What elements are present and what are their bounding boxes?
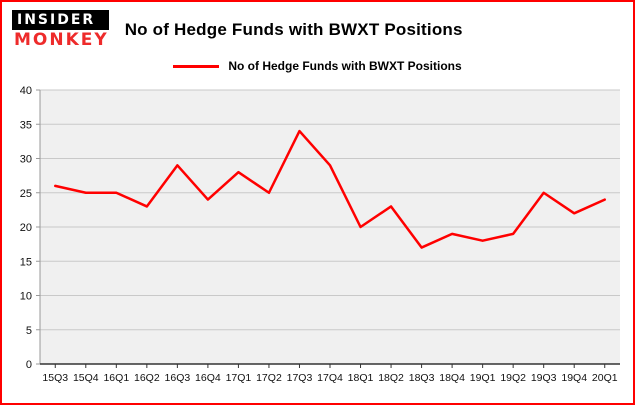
y-tick-label: 40: [20, 85, 32, 97]
x-tick-label: 19Q4: [561, 372, 587, 384]
x-tick-label: 20Q1: [592, 372, 618, 384]
legend-line-swatch: [173, 64, 220, 68]
x-tick-label: 17Q3: [287, 372, 313, 384]
insider-monkey-logo: INSIDER MONKEY: [12, 10, 109, 49]
x-tick-label: 16Q3: [165, 372, 191, 384]
x-tick-label: 17Q1: [226, 372, 252, 384]
x-tick-label: 18Q3: [409, 372, 435, 384]
y-tick-label: 20: [20, 222, 32, 234]
x-tick-label: 17Q4: [317, 372, 343, 384]
y-tick-label: 25: [20, 188, 32, 200]
x-tick-label: 16Q2: [134, 372, 160, 384]
header: INSIDER MONKEY No of Hedge Funds with BW…: [12, 10, 463, 49]
chart-title: No of Hedge Funds with BWXT Positions: [124, 19, 463, 39]
x-tick-label: 18Q4: [439, 372, 465, 384]
y-tick-label: 5: [26, 325, 32, 337]
y-tick-label: 30: [20, 154, 32, 166]
series-line: [54, 129, 606, 249]
x-tick-label: 18Q1: [348, 372, 374, 384]
y-tick-label: 0: [26, 359, 32, 371]
x-tick-label: 16Q4: [195, 372, 221, 384]
x-tick-label: 19Q1: [470, 372, 496, 384]
line-chart: 0 5 10 15 20 25 30 35 40 15Q3 15Q4 16Q1 16Q2 16Q3 16Q4…: [20, 85, 620, 384]
x-tick-label: 18Q2: [378, 372, 404, 384]
legend: No of Hedge Funds with BWXT Positions: [2, 59, 633, 73]
x-tick-label: 15Q3: [42, 372, 68, 384]
x-tick-label: 17Q2: [256, 372, 282, 384]
y-tick-label: 15: [20, 256, 32, 268]
x-tick-label: 15Q4: [73, 372, 99, 384]
x-tick-label: 19Q3: [531, 372, 557, 384]
legend-label: No of Hedge Funds with BWXT Positions: [228, 59, 462, 73]
y-tick-label: 10: [20, 291, 32, 303]
y-tick-label: 35: [20, 119, 32, 131]
x-tick-label: 19Q2: [500, 372, 526, 384]
logo-text-insider: INSIDER: [12, 10, 109, 30]
x-tick-label: 16Q1: [103, 372, 129, 384]
logo-text-monkey: MONKEY: [14, 30, 109, 50]
